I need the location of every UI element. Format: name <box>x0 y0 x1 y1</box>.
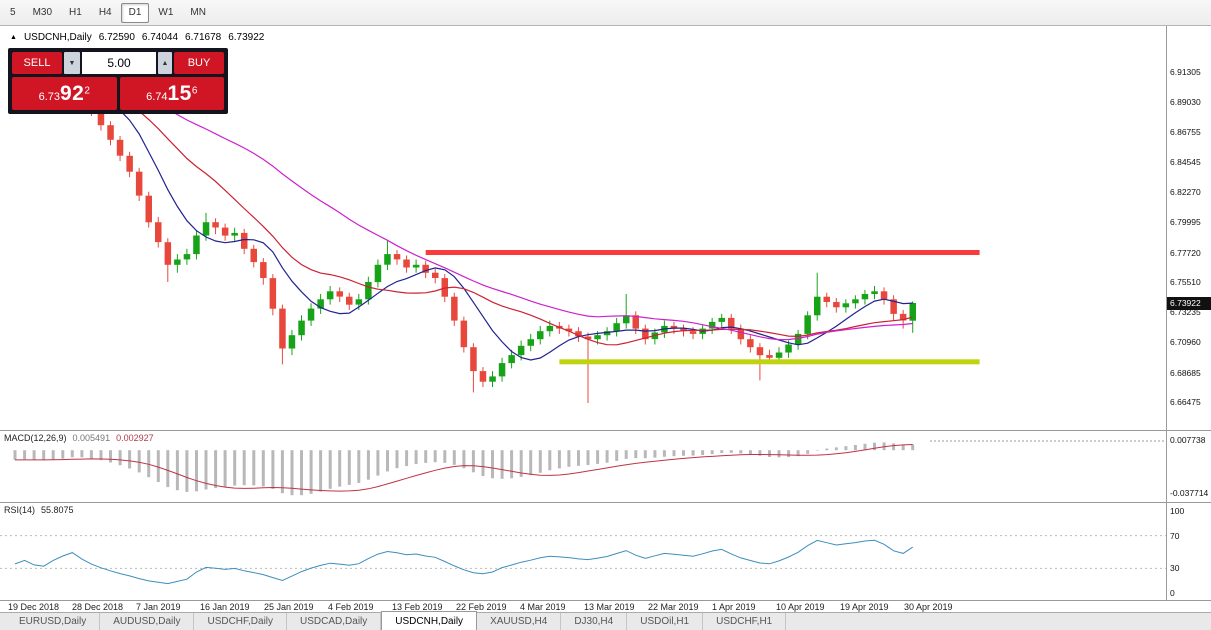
rsi-axis-label: 0 <box>1170 588 1175 598</box>
rsi-axis-label: 30 <box>1170 563 1180 573</box>
chart-collapse-icon[interactable]: ▲ <box>10 34 17 41</box>
macd-histogram <box>13 442 915 496</box>
rsi-axis-label: 70 <box>1170 531 1180 541</box>
macd-signal-line <box>15 444 913 492</box>
chart-symbol-label: USDCNH,Daily <box>23 32 92 43</box>
timeframe-button-M30[interactable]: M30 <box>25 3 60 23</box>
volume-increase-button[interactable]: ▲ <box>158 52 172 74</box>
macd-label: MACD(12,26,9) 0.005491 0.002927 <box>4 433 154 443</box>
macd-name: MACD(12,26,9) <box>4 433 67 443</box>
date-axis-label: 19 Apr 2019 <box>840 602 889 612</box>
macd-chart <box>13 440 1167 496</box>
price-axis-label: 6.77720 <box>1170 248 1201 258</box>
date-axis-label: 4 Feb 2019 <box>328 602 374 612</box>
ohlc-low: 6.71678 <box>185 32 222 43</box>
buy-button[interactable]: BUY <box>174 52 224 74</box>
macd-axis-max: 0.007738 <box>1170 435 1206 445</box>
date-axis-label: 10 Apr 2019 <box>776 602 825 612</box>
one-click-trading-panel: SELL ▼ ▲ BUY 6.73922 6.74156 <box>8 48 228 114</box>
sell-price-sup: 2 <box>84 85 90 97</box>
macd-signal-value: 0.002927 <box>116 433 154 443</box>
date-axis: 19 Dec 2018 28 Dec 2018 7 Jan 2019 16 Jan 2… <box>0 600 1211 612</box>
date-axis-label: 7 Jan 2019 <box>136 602 181 612</box>
ohlc-close: 6.73922 <box>228 32 265 43</box>
chart-tab-XAUUSD-H4[interactable]: XAUUSD,H4 <box>477 613 562 630</box>
price-axis-label: 6.91305 <box>1170 67 1201 77</box>
volume-input[interactable] <box>82 52 156 74</box>
timeframe-button-H4[interactable]: H4 <box>91 3 120 23</box>
chart-pane[interactable]: ▲ USDCNH,Daily 6.72590 6.74044 6.71678 6… <box>0 26 1211 430</box>
chart-tab-DJ30-H4[interactable]: DJ30,H4 <box>561 613 628 630</box>
chart-tabbar: EURUSD,Daily AUDUSD,Daily USDCHF,Daily USDC… <box>0 611 1211 630</box>
volume-dropdown-button[interactable]: ▼ <box>64 52 80 74</box>
sell-button[interactable]: SELL <box>12 52 62 74</box>
rsi-value: 55.8075 <box>41 505 74 515</box>
chart-tab-AUDUSD-Daily[interactable]: AUDUSD,Daily <box>100 613 195 630</box>
buy-price-sup: 6 <box>191 85 198 97</box>
price-axis-label: 6.89030 <box>1170 97 1201 107</box>
date-axis-label: 28 Dec 2018 <box>72 602 124 612</box>
sell-price-big: 92 <box>60 82 85 105</box>
date-axis-label: 13 Feb 2019 <box>392 602 443 612</box>
rsi-chart <box>0 535 1167 585</box>
price-axis-label: 6.75510 <box>1170 277 1201 287</box>
timeframe-button-MN[interactable]: MN <box>182 3 214 23</box>
timeframe-button-W1[interactable]: W1 <box>150 3 181 23</box>
price-axis-label: 6.86755 <box>1170 127 1201 137</box>
candles <box>11 65 916 403</box>
chart-tab-USDCNH-Daily[interactable]: USDCNH,Daily <box>381 611 478 630</box>
price-axis-label: 6.66475 <box>1170 397 1201 407</box>
timeframe-toolbar: 5 M30 H1 H4 D1 W1 MN <box>0 0 1211 26</box>
date-axis-label: 4 Mar 2019 <box>520 602 566 612</box>
candlestick-chart[interactable] <box>0 26 1167 430</box>
macd-axis: 0.007738 -0.037714 <box>1166 431 1211 502</box>
price-axis: 6.73922 6.91305 6.89030 6.86755 6.84545 6.82… <box>1166 26 1211 430</box>
price-axis-label: 6.82270 <box>1170 187 1201 197</box>
rsi-axis-label: 100 <box>1170 506 1185 516</box>
buy-price-prefix: 6.74 <box>146 91 168 103</box>
date-axis-label: 19 Dec 2018 <box>8 602 60 612</box>
chart-header: ▲ USDCNH,Daily 6.72590 6.74044 6.71678 6… <box>10 32 264 43</box>
date-axis-label: 16 Jan 2019 <box>200 602 250 612</box>
support-resistance-lines <box>425 250 980 365</box>
rsi-axis: 100 70 30 0 <box>1166 503 1211 600</box>
chart-tab-USDCHF-Daily[interactable]: USDCHF,Daily <box>194 613 288 630</box>
date-axis-label: 1 Apr 2019 <box>712 602 756 612</box>
macd-main-value: 0.005491 <box>72 433 111 443</box>
chart-tab-USDCHF-H1[interactable]: USDCHF,H1 <box>703 613 787 630</box>
rsi-label: RSI(14) 55.8075 <box>4 505 74 515</box>
chevron-down-icon: ▼ <box>68 59 76 67</box>
timeframe-button-H1[interactable]: H1 <box>61 3 90 23</box>
date-axis-label: 13 Mar 2019 <box>584 602 635 612</box>
chart-tab-EURUSD-Daily[interactable]: EURUSD,Daily <box>6 613 101 630</box>
buy-price-big: 15 <box>167 82 192 105</box>
date-axis-label: 25 Jan 2019 <box>264 602 314 612</box>
timeframe-button-5[interactable]: 5 <box>2 3 24 23</box>
macd-pane[interactable]: MACD(12,26,9) 0.005491 0.002927 0.007738… <box>0 430 1211 502</box>
chevron-up-icon: ▲ <box>161 59 169 67</box>
date-axis-label: 30 Apr 2019 <box>904 602 953 612</box>
current-price-badge: 6.73922 <box>1167 297 1211 310</box>
chart-tab-USDOil-H1[interactable]: USDOil,H1 <box>627 613 704 630</box>
ohlc-open: 6.72590 <box>98 32 135 43</box>
price-axis-label: 6.73235 <box>1170 307 1201 317</box>
macd-axis-min: -0.037714 <box>1170 488 1209 498</box>
ohlc-high: 6.74044 <box>141 32 179 43</box>
sell-price-prefix: 6.73 <box>38 91 60 103</box>
date-axis-label: 22 Feb 2019 <box>456 602 507 612</box>
date-axis-label: 22 Mar 2019 <box>648 602 699 612</box>
rsi-name: RSI(14) <box>4 505 36 515</box>
timeframe-button-D1[interactable]: D1 <box>120 2 150 23</box>
price-axis-label: 6.79995 <box>1170 217 1201 227</box>
rsi-line <box>14 539 913 585</box>
price-axis-label: 6.84545 <box>1170 157 1201 167</box>
rsi-pane[interactable]: RSI(14) 55.8075 100 70 30 0 <box>0 502 1211 600</box>
price-axis-label: 6.68685 <box>1170 368 1201 378</box>
chart-tab-USDCAD-Daily[interactable]: USDCAD,Daily <box>287 613 382 630</box>
price-axis-label: 6.70960 <box>1170 337 1201 347</box>
sell-price-display[interactable]: 6.73922 <box>12 77 117 110</box>
buy-price-display[interactable]: 6.74156 <box>119 77 224 110</box>
